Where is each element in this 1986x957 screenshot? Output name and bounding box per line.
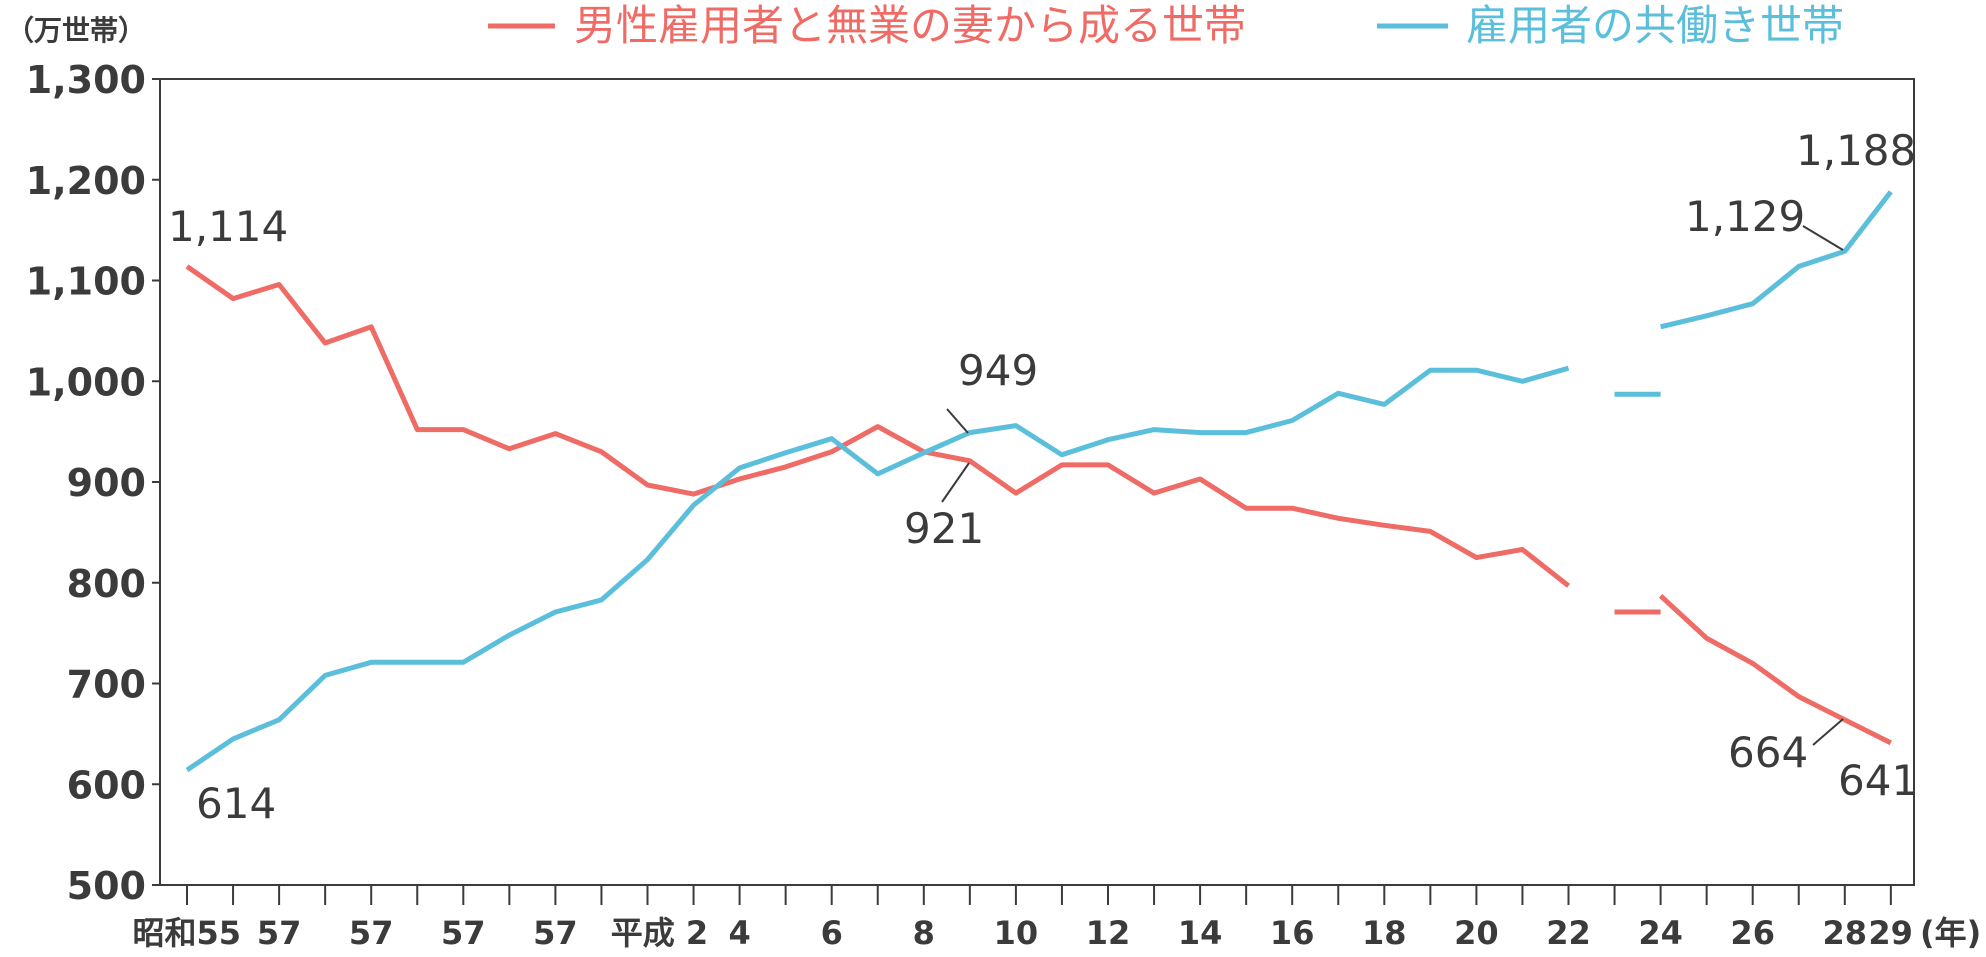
leader-line-1129: [1802, 225, 1844, 251]
legend-label-husband-only: 男性雇用者と無業の妻から成る世帯: [574, 1, 1246, 50]
legend: 男性雇用者と無業の妻から成る世帯 雇用者の共働き世帯: [488, 1, 1844, 50]
x-axis: 昭和55 57 57 57 57 平成 2 4 6 8 10 12 14 16 18 20 22 24 26 28 2…: [132, 885, 1913, 952]
series-layer: [185, 190, 1893, 773]
annotation-664: 664: [1728, 728, 1808, 777]
y-tick-label: 900: [67, 461, 146, 505]
x-tick-label: 平成 2: [611, 914, 708, 952]
y-tick-label: 700: [67, 663, 146, 707]
y-axis: 500 600 700 800 900 1,000 1,100 1,200 1,300: [26, 58, 160, 908]
x-tick-label: 18: [1362, 914, 1407, 952]
x-tick-label: 26: [1730, 914, 1775, 952]
leader-line-949: [946, 408, 969, 434]
x-tick-label: 4: [728, 914, 750, 952]
legend-label-dual-income: 雇用者の共働き世帯: [1466, 1, 1844, 50]
x-tick-label: 29: [1868, 914, 1913, 952]
annotations: 1,114 614 949 921 1,129 1,188 664 641: [168, 126, 1918, 828]
annotation-614: 614: [196, 779, 276, 828]
x-tick-label: 28: [1823, 914, 1868, 952]
annotation-921: 921: [904, 504, 984, 553]
annotation-641: 641: [1838, 756, 1918, 805]
leader-line-921: [941, 462, 970, 503]
y-axis-unit: （万世帯）: [6, 14, 146, 47]
x-tick-label: 57: [533, 914, 578, 952]
annotation-1114: 1,114: [168, 202, 288, 251]
x-tick-label: 57: [257, 914, 302, 952]
series-line-0-segment-2: [1658, 593, 1892, 746]
annotation-1129: 1,129: [1685, 192, 1805, 241]
annotation-1188: 1,188: [1796, 126, 1916, 175]
x-tick-label: 6: [821, 914, 843, 952]
x-tick-label: 57: [349, 914, 394, 952]
x-axis-unit: (年): [1920, 914, 1981, 952]
y-tick-label: 600: [67, 763, 146, 807]
x-tick-label: 24: [1638, 914, 1683, 952]
x-tick-label: 10: [994, 914, 1039, 952]
x-tick-label: 22: [1546, 914, 1591, 952]
y-tick-label: 1,100: [26, 260, 146, 304]
annotation-949: 949: [958, 346, 1038, 395]
x-tick-label: 昭和55: [132, 914, 241, 952]
y-tick-label: 800: [67, 562, 146, 606]
x-tick-label: 16: [1270, 914, 1315, 952]
leader-line-664: [1812, 718, 1844, 746]
series-line-1-segment-2: [1660, 190, 1893, 330]
y-tick-label: 1,300: [26, 58, 146, 102]
series-line-1-segment-0: [185, 365, 1570, 773]
x-tick-label: 12: [1086, 914, 1131, 952]
y-tick-label: 500: [67, 864, 146, 908]
y-tick-label: 1,200: [26, 159, 146, 203]
x-tick-label: 8: [913, 914, 935, 952]
x-tick-label: 14: [1178, 914, 1223, 952]
x-tick-label: 20: [1454, 914, 1499, 952]
y-tick-label: 1,000: [26, 360, 146, 404]
series-line-0-segment-0: [185, 264, 1571, 588]
x-tick-label: 57: [441, 914, 486, 952]
